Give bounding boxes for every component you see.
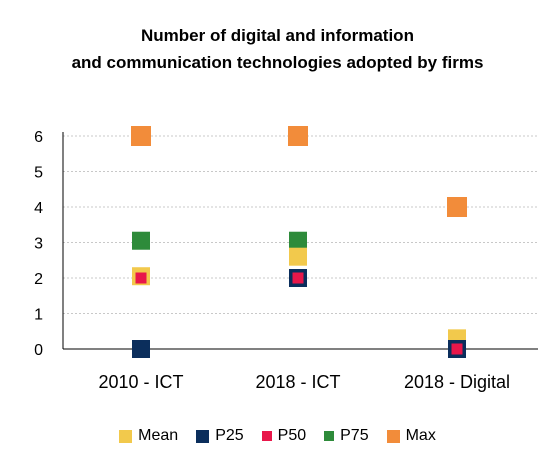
- x-tick-label: 2018 - Digital: [404, 372, 510, 392]
- point-max: [288, 126, 308, 146]
- legend: Mean P25 P50 P75 Max: [0, 427, 555, 445]
- y-tick-label: 3: [34, 236, 43, 253]
- x-tick-label: 2018 - ICT: [255, 372, 340, 392]
- legend-item-p25: P25: [196, 427, 244, 445]
- y-tick-label: 0: [34, 342, 43, 359]
- legend-label: P75: [340, 427, 369, 444]
- legend-item-p50: P50: [261, 427, 307, 445]
- legend-label: P50: [277, 427, 307, 444]
- point-p75: [132, 231, 150, 250]
- legend-label: P25: [215, 427, 244, 444]
- legend-label: Max: [405, 427, 436, 444]
- y-tick-label: 6: [34, 129, 43, 146]
- legend-swatch: [119, 429, 133, 443]
- chart-title-line-2: and communication technologies adopted b…: [71, 53, 484, 72]
- point-max: [131, 126, 151, 146]
- legend-swatch: [261, 431, 272, 441]
- point-p50: [292, 272, 304, 284]
- point-p75: [289, 231, 307, 250]
- point-max: [447, 197, 467, 217]
- legend-label: Mean: [138, 427, 179, 444]
- chart-title: Number of digital and information and co…: [0, 22, 555, 76]
- legend-item-max: Max: [386, 427, 436, 445]
- legend-item-p75: P75: [324, 427, 369, 445]
- legend-swatch: [386, 429, 400, 443]
- legend-swatch: [324, 431, 335, 441]
- point-mean: [289, 247, 307, 266]
- point-p25: [132, 340, 150, 358]
- scatter-plot: 0 1 2 3 4 5 6 2010 - ICT 2018 - ICT 2018 - Digita…: [34, 126, 538, 392]
- x-tick-label: 2010 - ICT: [98, 372, 183, 392]
- chart-title-line-1: Number of digital and information: [141, 26, 414, 45]
- y-tick-label: 4: [34, 200, 43, 217]
- legend-item-mean: Mean: [119, 427, 178, 445]
- y-tick-label: 5: [34, 165, 43, 182]
- y-tick-label: 2: [34, 271, 43, 288]
- point-p50: [135, 272, 147, 284]
- y-tick-label: 1: [34, 307, 43, 324]
- point-p50: [451, 343, 463, 355]
- legend-swatch: [196, 429, 210, 443]
